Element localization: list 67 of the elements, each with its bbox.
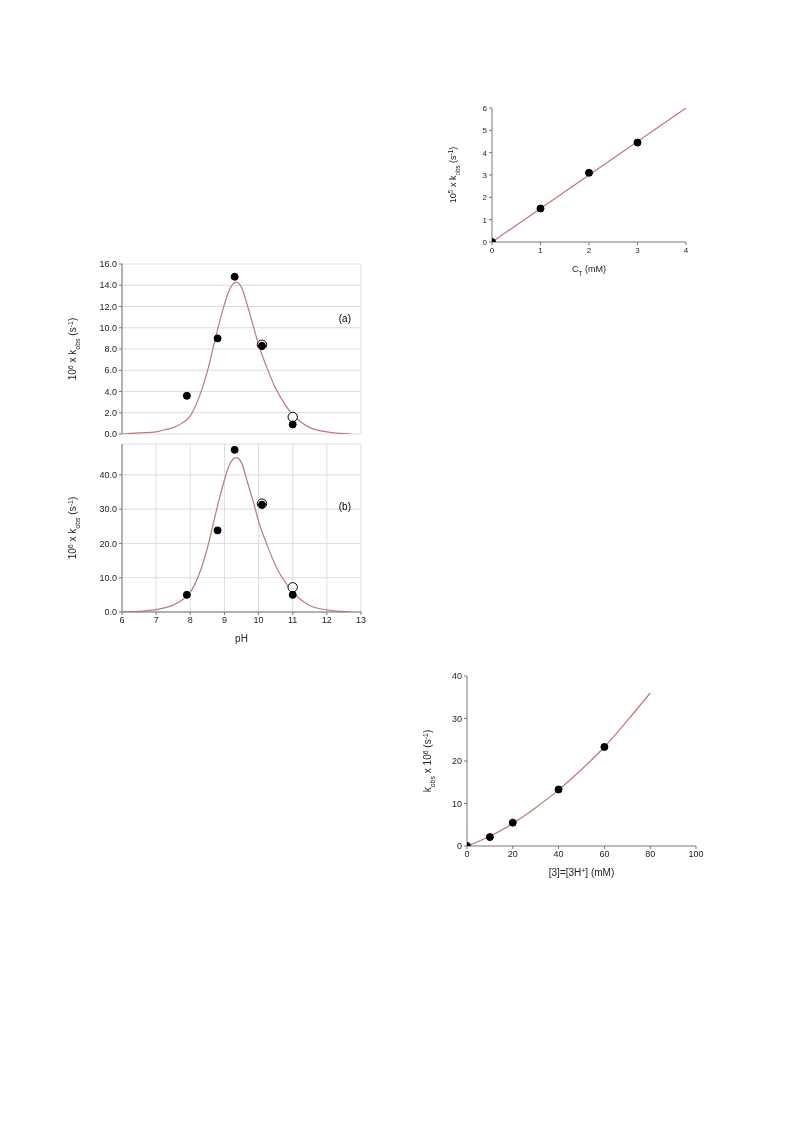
point (536, 204, 545, 213)
point (585, 168, 593, 177)
point (633, 138, 642, 147)
y-tick-label: 4 (482, 148, 488, 158)
x-tick-label: 1 (538, 245, 544, 255)
y-tick-label: 0.0 (104, 429, 117, 440)
y-tick-label: 0 (456, 841, 462, 852)
x-tick-label: 40 (553, 849, 564, 860)
point (508, 818, 517, 827)
y-tick-label: 14.0 (99, 280, 117, 291)
x-tick-label: 0 (464, 849, 470, 860)
x-axis-title: C$_{T}$ (mM) (572, 264, 606, 277)
x-tick-label: 10 (253, 615, 264, 626)
point (554, 785, 563, 794)
x-tick-label: 100 (688, 849, 704, 860)
y-tick-label: 2 (482, 193, 488, 203)
point (182, 391, 191, 400)
point (288, 420, 297, 429)
y-tick-label: 2.0 (104, 407, 117, 418)
point (600, 742, 609, 751)
y-tick-label: 3 (482, 170, 488, 180)
point (288, 590, 297, 599)
x-tick-label: 20 (507, 849, 518, 860)
y-tick-label: 10.0 (99, 322, 117, 333)
x-tick-label: 60 (599, 849, 610, 860)
point (182, 590, 191, 599)
y-tick-label: 30 (451, 713, 462, 724)
point (287, 411, 298, 423)
x-axis-title: [3]=[3H$^{+}$] (mM) (548, 866, 615, 878)
x-tick-label: 12 (321, 615, 332, 626)
x-tick-label: 8 (187, 615, 193, 626)
x-tick-label: 6 (119, 615, 125, 626)
y-tick-label: 1 (482, 215, 488, 225)
annotation: (a) (338, 312, 351, 324)
point (287, 582, 298, 593)
x-tick-label: 3 (635, 245, 641, 255)
x-axis-title: pH (235, 633, 248, 644)
x-tick-label: 0 (489, 245, 495, 255)
y-tick-label: 12.0 (99, 301, 117, 312)
y-tick-label: 40.0 (99, 470, 117, 481)
y-tick-label: 4.0 (104, 386, 117, 397)
x-tick-label: 4 (683, 245, 689, 255)
x-tick-label: 80 (645, 849, 656, 860)
point (213, 526, 222, 535)
y-tick-label: 20 (451, 756, 462, 767)
point (213, 334, 222, 343)
x-tick-label: 7 (153, 615, 159, 626)
y-tick-label: 8.0 (104, 344, 117, 355)
x-tick-label: 13 (355, 615, 367, 626)
point (485, 833, 494, 842)
y-tick-label: 20.0 (99, 538, 117, 549)
y-tick-label: 30.0 (99, 504, 117, 515)
y-tick-label: 6 (482, 103, 488, 113)
annotation: (b) (338, 501, 351, 512)
y-tick-label: 0.0 (104, 607, 117, 618)
point (230, 272, 239, 281)
y-tick-label: 10.0 (99, 572, 117, 583)
x-tick-label: 11 (288, 615, 298, 626)
y-tick-label: 0 (482, 237, 488, 247)
y-tick-label: 10 (451, 798, 462, 809)
y-tick-label: 16.0 (99, 259, 117, 270)
y-tick-label: 6.0 (104, 365, 117, 376)
point (230, 445, 239, 454)
y-tick-label: 40 (451, 671, 462, 682)
y-tick-label: 5 (482, 126, 488, 136)
x-tick-label: 2 (586, 245, 592, 255)
x-tick-label: 9 (221, 615, 227, 626)
